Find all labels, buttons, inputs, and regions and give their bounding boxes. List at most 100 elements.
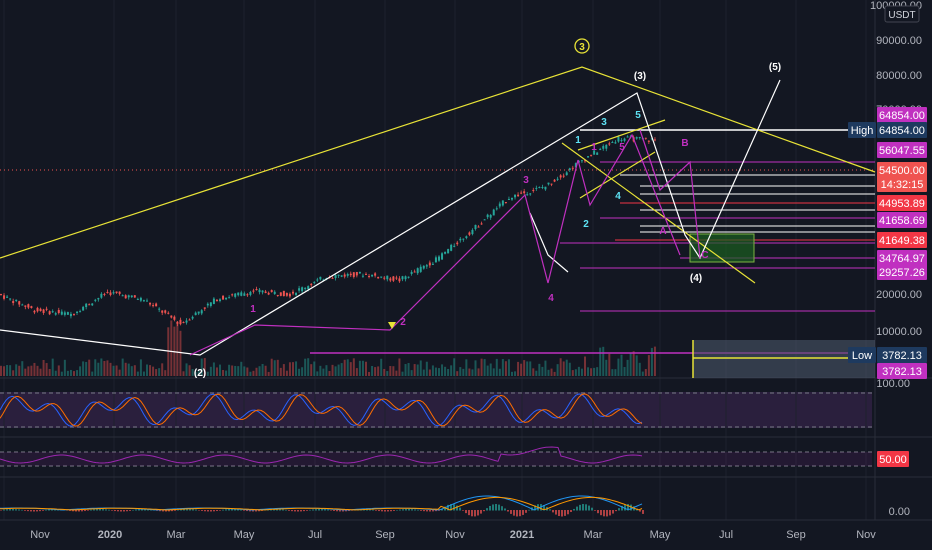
volume-bar (474, 360, 477, 376)
candle (0, 294, 2, 296)
volume-bar (12, 370, 15, 376)
price-badge: 50.00 (877, 451, 909, 467)
volume-bar (133, 365, 136, 376)
macd-histogram-bar (558, 510, 560, 517)
candle (167, 312, 170, 314)
volume-bar (638, 362, 641, 376)
volume-bar (477, 368, 480, 376)
volume-bar (547, 369, 550, 376)
macd-histogram-bar (192, 509, 194, 511)
candle (121, 295, 124, 297)
macd-histogram-bar (99, 509, 101, 511)
macd-histogram-bar (258, 510, 260, 512)
macd-histogram-bar (138, 509, 140, 511)
macd-histogram-bar (495, 504, 497, 511)
volume-bar (395, 370, 398, 376)
volume-bar (139, 359, 142, 376)
candle (130, 295, 133, 298)
price-badges: 64854.00 High 64854.00 56047.55 54500.00 14:3… (848, 107, 927, 467)
macd-histogram-bar (252, 510, 254, 512)
volume-bar (492, 368, 495, 376)
candle (541, 187, 544, 189)
macd-histogram-bar (111, 510, 113, 511)
volume-bar (401, 371, 404, 376)
macd-histogram-bar (249, 510, 251, 512)
candle (54, 313, 57, 315)
volume-bar (565, 359, 568, 376)
candle (197, 311, 200, 314)
volume-bar (331, 364, 334, 376)
macd-histogram-bar (321, 509, 323, 511)
candle (219, 299, 221, 301)
macd-histogram-bar (435, 510, 437, 512)
candle (532, 189, 535, 191)
price-badge-text: 3782.13 (882, 366, 922, 378)
macd-histogram-bar (375, 510, 377, 511)
candle (523, 191, 526, 194)
candle (431, 263, 434, 265)
volume-bar (523, 360, 526, 376)
candle (407, 276, 410, 278)
volume-bar (647, 355, 650, 376)
volume-bar (234, 365, 237, 376)
macd-histogram-bar (198, 510, 200, 511)
x-tick-label: 2021 (510, 529, 534, 541)
candle (590, 154, 593, 156)
candle (282, 290, 285, 297)
macd-histogram-bar (255, 510, 257, 512)
time-axis[interactable]: Nov 2020 Mar May Jul Sep Nov 2021 Mar May Jul Sep No… (30, 529, 876, 541)
macd-histogram-bar (195, 509, 197, 511)
fib-levels (0, 129, 875, 354)
candle (182, 322, 185, 324)
candle (133, 295, 136, 298)
volume-bar (574, 369, 577, 376)
volume-bar (21, 361, 24, 376)
volume-bar (158, 368, 161, 376)
volume-bar (587, 367, 590, 376)
macd-histogram-bar (543, 505, 545, 511)
volume-bar (517, 361, 520, 376)
candle (94, 299, 97, 301)
wave-label: 5 (619, 142, 625, 153)
candle (380, 276, 383, 278)
volume-bar (358, 360, 361, 376)
candle (584, 160, 586, 162)
candle (203, 307, 206, 309)
volume-bar (544, 360, 547, 376)
macd-histogram-bar (180, 509, 182, 511)
macd-histogram-bar (48, 509, 50, 511)
volume-bar (215, 367, 218, 376)
signal-line (0, 496, 643, 511)
wave-label: (2) (194, 368, 206, 379)
wave-label: 4 (548, 293, 554, 304)
volume-bar (577, 366, 580, 376)
macd-histogram-bar (306, 510, 308, 511)
candle (185, 320, 188, 323)
volume-bar (355, 368, 358, 376)
volume-bar (590, 368, 593, 376)
macd-histogram-bar (339, 510, 341, 512)
candle (57, 309, 60, 313)
macd-histogram-bar (246, 510, 248, 512)
y-tick-label: 0.00 (889, 506, 910, 518)
macd-histogram-bar (303, 510, 305, 512)
volume-bar (392, 366, 395, 376)
volume-bar (79, 366, 82, 376)
candle (264, 291, 267, 293)
low-zone[interactable] (693, 340, 875, 378)
volume-bar (228, 364, 231, 376)
candle (200, 310, 203, 314)
volume-bar (276, 359, 279, 376)
candle (653, 139, 656, 141)
price-badge-text: 41649.38 (879, 235, 925, 247)
candle (109, 292, 112, 295)
macd-histogram-bar (225, 509, 227, 511)
wave-label: 2 (583, 219, 589, 230)
x-tick-label: 2020 (98, 529, 122, 541)
candle (486, 214, 489, 218)
macd-histogram-bar (585, 504, 587, 511)
currency-label[interactable]: USDT (884, 5, 920, 23)
volume-bar (273, 360, 276, 376)
macd-histogram-bar (204, 510, 206, 512)
